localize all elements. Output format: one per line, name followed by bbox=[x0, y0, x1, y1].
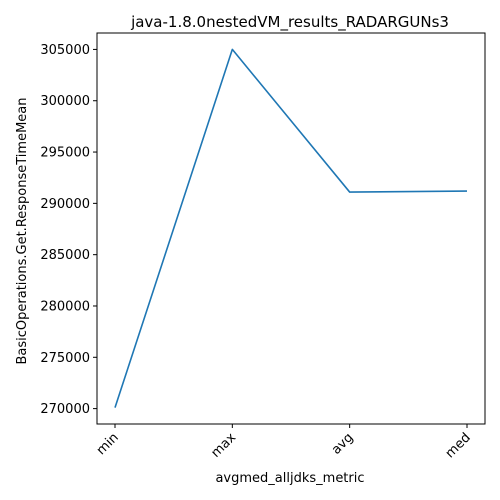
plot-frame bbox=[96, 32, 486, 425]
y-axis-label: BasicOperations.Get.ResponseTimeMean bbox=[15, 98, 30, 365]
y-tick-label: 285000 bbox=[40, 248, 90, 263]
y-tick-label: 275000 bbox=[40, 351, 90, 366]
y-tick-label: 305000 bbox=[40, 43, 90, 58]
y-tick-label: 300000 bbox=[40, 94, 90, 109]
y-tick-label: 295000 bbox=[40, 146, 90, 161]
x-axis-label: avgmed_alljdks_metric bbox=[215, 471, 364, 486]
series-line bbox=[114, 48, 468, 408]
y-tick-label: 270000 bbox=[40, 402, 90, 417]
y-tick-label: 280000 bbox=[40, 299, 90, 314]
y-tick-label: 290000 bbox=[40, 197, 90, 212]
chart-title: java-1.8.0nestedVM_results_RADARGUNs3 bbox=[130, 13, 449, 32]
x-tick-label: med bbox=[443, 430, 474, 461]
plot-area: 270000 275000 280000 285000 290000 295000 3000… bbox=[40, 32, 486, 461]
x-tick-label: avg bbox=[329, 430, 357, 458]
x-tick-label: max bbox=[209, 430, 240, 461]
x-tick-label: min bbox=[94, 430, 122, 458]
